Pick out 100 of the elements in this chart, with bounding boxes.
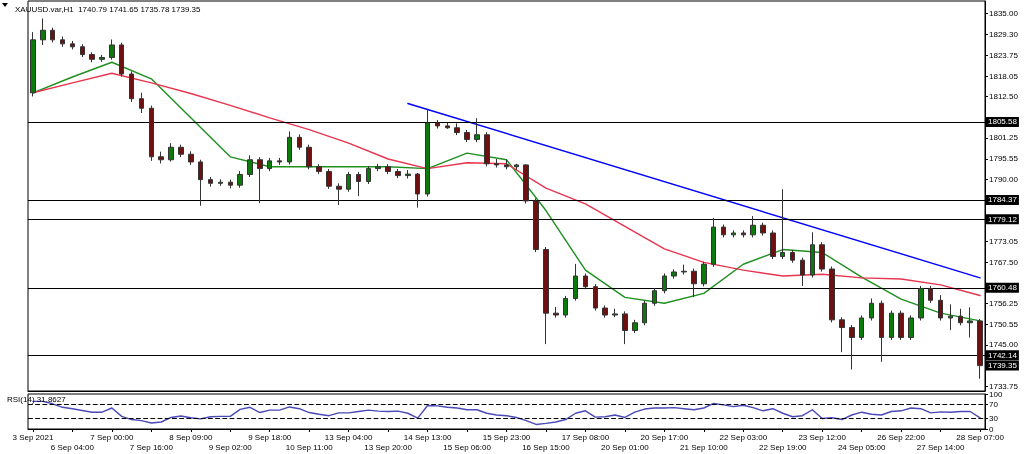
candlestick	[602, 304, 608, 319]
candlestick	[474, 117, 480, 143]
x-tick-label: 17 Sep 08:00	[561, 432, 610, 442]
candlestick	[918, 285, 924, 322]
candlestick	[681, 264, 687, 276]
candlestick	[129, 70, 134, 103]
candlestick	[612, 308, 618, 318]
candlestick	[711, 217, 716, 268]
x-tick-label: 13 Sep 20:00	[364, 442, 413, 452]
candlestick	[277, 157, 282, 166]
candlestick	[583, 272, 588, 290]
x-tick-label: 9 Sep 02:00	[208, 442, 253, 452]
x-tick-label: 6 Sep 04:00	[50, 442, 95, 452]
x-tick-label: 27 Sep 14:00	[916, 442, 965, 452]
candlestick	[750, 215, 756, 238]
x-tick-label: 23 Sep 12:00	[798, 432, 847, 442]
candlestick	[405, 169, 411, 180]
x-tick-label: 3 Sep 2021	[12, 432, 54, 442]
ref-line-label: 1784.37	[988, 195, 1018, 205]
y-tick-label: 1750.55	[989, 319, 1019, 329]
x-tick-label: 15 Sep 23:00	[482, 432, 531, 442]
candlestick	[829, 265, 835, 323]
y-tick-label: 1823.75	[989, 50, 1019, 60]
x-tick-label: 21 Sep 10:00	[680, 442, 729, 452]
candlestick	[316, 163, 322, 175]
candlestick	[336, 182, 342, 206]
candlestick	[908, 314, 914, 341]
candlestick	[168, 142, 174, 163]
candlestick	[464, 129, 470, 143]
candlestick	[504, 158, 509, 170]
candlestick	[30, 31, 36, 97]
candlestick	[632, 319, 638, 334]
candlestick	[208, 176, 213, 188]
x-tick-label: 24 Sep 05:00	[837, 442, 887, 452]
candlestick	[701, 261, 707, 287]
x-tick-label: 7 Sep 16:00	[129, 442, 174, 452]
candlestick	[721, 224, 726, 238]
candlestick	[425, 109, 430, 198]
candlestick	[573, 263, 578, 302]
y-tick-label: 1829.30	[989, 30, 1019, 40]
chart-title: RSI(14) 31.8627	[7, 394, 67, 404]
annotation: 1739.35	[988, 361, 1018, 371]
y-tick-label: 1745.00	[989, 340, 1019, 350]
candlestick	[741, 229, 746, 238]
y-tick-label: 1795.55	[989, 154, 1019, 164]
candlestick	[306, 144, 312, 170]
candlestick	[622, 310, 628, 345]
candlestick	[898, 310, 904, 341]
candlestick	[80, 43, 85, 58]
y-tick-label: 1790.00	[989, 174, 1019, 184]
candlestick	[859, 314, 864, 341]
candlestick	[326, 168, 332, 190]
y-tick-label: 1767.50	[989, 257, 1019, 267]
candlestick	[228, 179, 233, 189]
candlestick	[158, 151, 164, 164]
candlestick	[267, 157, 272, 172]
candlestick	[257, 156, 263, 204]
candlestick	[346, 171, 351, 193]
candlestick	[198, 159, 203, 207]
x-tick-label: 22 Sep 19:00	[758, 442, 808, 452]
candlestick	[977, 318, 983, 380]
x-tick-label: 22 Sep 03:00	[719, 432, 768, 442]
candlestick	[948, 303, 953, 331]
candlestick	[70, 40, 75, 50]
candlestick	[928, 285, 933, 304]
y-tick-label: 1818.05	[989, 71, 1019, 81]
candlestick	[790, 249, 795, 264]
candlestick	[869, 297, 874, 322]
candlestick	[89, 51, 95, 63]
candlestick	[454, 122, 460, 136]
x-tick-label: 16 Sep 15:00	[522, 442, 571, 452]
candlestick	[109, 38, 115, 61]
candlestick	[543, 246, 549, 345]
candlestick	[99, 54, 105, 63]
x-tick-label: 10 Sep 11:00	[285, 442, 334, 452]
candlestick	[839, 316, 845, 353]
candlestick	[149, 105, 154, 162]
candlestick	[671, 268, 677, 280]
y-tick-label: 100	[989, 389, 1003, 399]
y-tick-label: 1835.00	[989, 9, 1019, 19]
candlestick	[139, 92, 144, 114]
candlestick	[445, 122, 450, 130]
x-tick-label: 20 Sep 01:00	[601, 442, 650, 452]
x-tick-label: 26 Sep 22:00	[877, 432, 926, 442]
candlestick	[218, 178, 223, 187]
candlestick	[40, 17, 46, 46]
x-tick-label: 7 Sep 00:00	[90, 432, 134, 442]
candlestick	[691, 268, 697, 298]
candlestick	[652, 287, 657, 307]
candlestick	[800, 257, 805, 287]
candlestick	[563, 295, 568, 319]
x-tick-label: 14 Sep 13:00	[403, 432, 452, 442]
y-tick-label: 30	[989, 414, 999, 423]
candlestick	[385, 163, 391, 175]
candlestick	[237, 170, 243, 189]
candlestick	[958, 308, 963, 326]
x-tick-label: 15 Sep 06:00	[443, 442, 492, 452]
y-tick-label: 1801.25	[989, 133, 1019, 143]
candlestick	[119, 42, 124, 78]
candlestick	[435, 119, 440, 129]
